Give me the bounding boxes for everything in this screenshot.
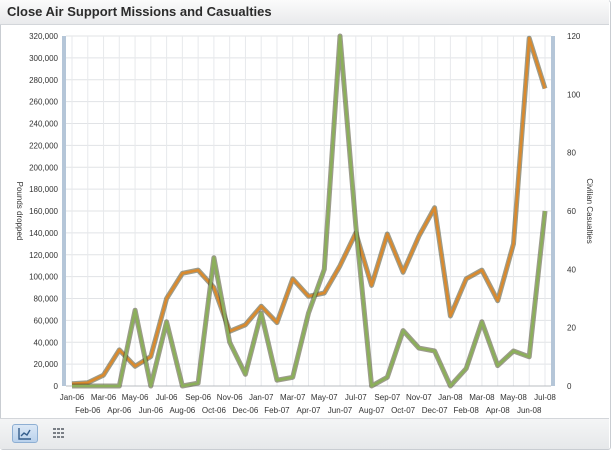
x-tick-label: Mar-08 bbox=[469, 393, 495, 402]
y-tick-label: 160,000 bbox=[29, 207, 58, 216]
series-1-line bbox=[72, 34, 547, 388]
line-chart-icon bbox=[18, 428, 31, 440]
y-tick-label: 60,000 bbox=[34, 316, 59, 325]
y-tick-label: 280,000 bbox=[29, 76, 58, 85]
y-tick-label: 120,000 bbox=[29, 251, 58, 260]
x-tick-label: Jul-07 bbox=[345, 393, 367, 402]
x-tick-label: Jun-08 bbox=[517, 406, 542, 415]
x-tick-label: Apr-06 bbox=[107, 406, 132, 415]
x-tick-label: Nov-06 bbox=[217, 393, 243, 402]
x-tick-label: Oct-06 bbox=[202, 406, 227, 415]
x-tick-label: May-07 bbox=[311, 393, 338, 402]
x-tick-label: Apr-08 bbox=[486, 406, 511, 415]
x-tick-label: Sep-06 bbox=[185, 393, 211, 402]
y2-tick-label: 20 bbox=[567, 324, 576, 333]
left-axis-bar bbox=[62, 36, 66, 386]
x-tick-label: Dec-07 bbox=[422, 406, 448, 415]
x-tick-label: Mar-07 bbox=[280, 393, 306, 402]
table-grid-icon bbox=[53, 428, 64, 438]
y-tick-label: 20,000 bbox=[34, 360, 59, 369]
y-tick-label: 40,000 bbox=[34, 338, 59, 347]
x-tick-label: May-08 bbox=[500, 393, 527, 402]
y-tick-label: 140,000 bbox=[29, 229, 58, 238]
x-tick-label: Mar-06 bbox=[91, 393, 117, 402]
series-0-line bbox=[71, 36, 547, 386]
y-tick-label: 0 bbox=[54, 382, 59, 391]
x-tick-label: May-06 bbox=[122, 393, 149, 402]
y-tick-label: 220,000 bbox=[29, 141, 58, 150]
x-tick-label: Jun-07 bbox=[328, 406, 353, 415]
panel-header: Close Air Support Missions and Casualtie… bbox=[0, 0, 609, 25]
y-tick-label: 180,000 bbox=[29, 185, 58, 194]
x-tick-label: Jul-08 bbox=[534, 393, 556, 402]
y-tick-label: 300,000 bbox=[29, 54, 58, 63]
x-tick-label: Sep-07 bbox=[374, 393, 400, 402]
x-tick-label: Oct-07 bbox=[391, 406, 416, 415]
x-tick-label: Dec-06 bbox=[233, 406, 259, 415]
y2-tick-label: 0 bbox=[567, 382, 572, 391]
x-tick-label: Jan-07 bbox=[249, 393, 274, 402]
y-tick-label: 320,000 bbox=[29, 32, 58, 41]
y2-tick-label: 100 bbox=[567, 90, 581, 99]
x-tick-label: Feb-08 bbox=[453, 406, 479, 415]
y2-axis-title: Civilian Casualties bbox=[585, 178, 594, 243]
page-title: Close Air Support Missions and Casualtie… bbox=[7, 4, 272, 19]
y-tick-label: 200,000 bbox=[29, 163, 58, 172]
y-tick-label: 100,000 bbox=[29, 273, 58, 282]
y2-tick-label: 40 bbox=[567, 265, 576, 274]
y-axis-title: Pounds dropped bbox=[15, 182, 24, 241]
y-tick-label: 240,000 bbox=[29, 120, 58, 129]
view-toolbar bbox=[0, 418, 609, 449]
y2-tick-label: 80 bbox=[567, 149, 576, 158]
x-tick-label: Jul-06 bbox=[156, 393, 178, 402]
x-tick-label: Jan-06 bbox=[60, 393, 85, 402]
x-tick-label: Apr-07 bbox=[296, 406, 321, 415]
table-view-button[interactable] bbox=[46, 424, 72, 443]
x-tick-label: Nov-07 bbox=[406, 393, 432, 402]
y2-tick-label: 60 bbox=[567, 207, 576, 216]
x-tick-label: Jan-08 bbox=[438, 393, 463, 402]
right-axis-bar bbox=[551, 36, 555, 386]
x-tick-label: Feb-07 bbox=[264, 406, 290, 415]
y-tick-label: 80,000 bbox=[34, 295, 59, 304]
line-chart: 0 20,000 40,000 60,000 80,000 100,000 120,000 1… bbox=[15, 32, 594, 415]
x-tick-label: Aug-06 bbox=[169, 406, 195, 415]
x-tick-label: Aug-07 bbox=[359, 406, 385, 415]
y2-tick-label: 120 bbox=[567, 32, 581, 41]
x-tick-label: Jun-06 bbox=[139, 406, 164, 415]
y-tick-label: 260,000 bbox=[29, 98, 58, 107]
line-chart-view-button[interactable] bbox=[12, 424, 38, 443]
x-tick-label: Feb-06 bbox=[75, 406, 101, 415]
